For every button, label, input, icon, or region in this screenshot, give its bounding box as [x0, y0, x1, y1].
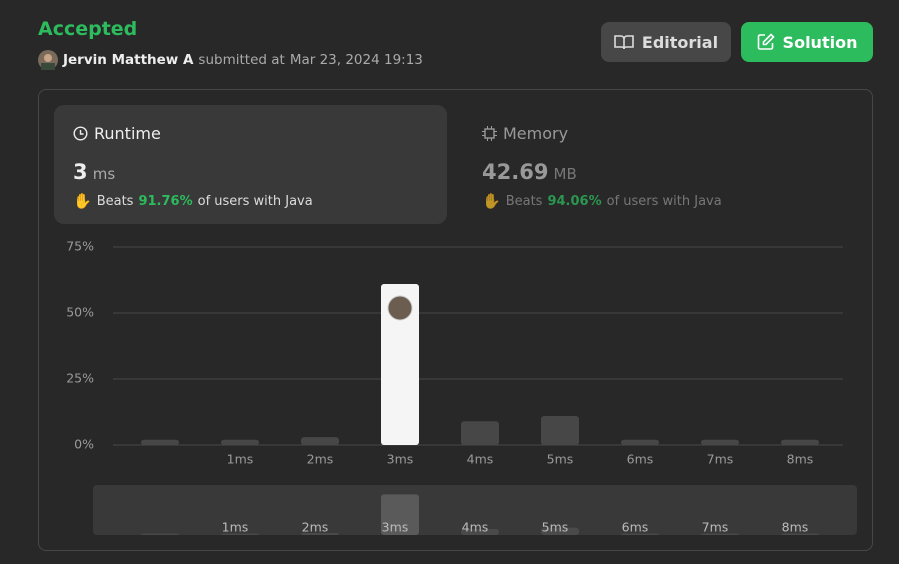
clap-icon: ✋	[73, 192, 92, 210]
edit-icon	[757, 33, 775, 50]
bar	[781, 439, 819, 445]
overview-bar	[221, 533, 259, 535]
x-tick-label: 1ms	[227, 452, 254, 467]
overview-tick-label: 8ms	[782, 520, 809, 535]
overview-bar	[461, 529, 499, 535]
x-tick-label: 6ms	[627, 452, 654, 467]
overview-tick-label: 4ms	[462, 520, 489, 535]
x-tick-label: 2ms	[307, 452, 334, 467]
runtime-value: 3	[73, 160, 88, 184]
runtime-value-row: 3 ms	[73, 160, 115, 184]
solution-label: Solution	[782, 32, 858, 52]
x-tick-label: 8ms	[787, 452, 814, 467]
runtime-unit: ms	[92, 165, 116, 183]
overview-bar	[781, 533, 819, 535]
x-tick-label: 5ms	[547, 452, 574, 467]
clock-icon	[73, 126, 88, 141]
chip-icon	[482, 126, 497, 141]
y-tick-label: 50%	[66, 305, 94, 320]
x-tick-label: 7ms	[707, 452, 734, 467]
submitted-text: submitted at	[198, 52, 285, 68]
overview-tick-label: 1ms	[222, 520, 249, 535]
overview-track	[93, 485, 857, 535]
clap-icon: ✋	[482, 192, 501, 210]
y-tick-label: 25%	[66, 371, 94, 386]
y-tick-label: 75%	[66, 239, 94, 254]
avatar	[38, 50, 58, 70]
bar	[381, 283, 419, 445]
runtime-beats: ✋ Beats 91.76% of users with Java	[73, 192, 313, 210]
overview-bar	[701, 533, 739, 535]
overview-tick-label: 2ms	[302, 520, 329, 535]
editorial-button[interactable]: Editorial	[601, 22, 731, 62]
beats-suffix: of users with Java	[197, 193, 313, 209]
bar	[461, 421, 499, 445]
book-icon	[614, 35, 634, 50]
bar	[621, 439, 659, 445]
runtime-title: Runtime	[73, 124, 161, 143]
memory-title[interactable]: Memory	[482, 124, 568, 143]
runtime-card[interactable]	[54, 105, 447, 224]
overview-bar	[381, 494, 419, 535]
overview-tick-label: 5ms	[542, 520, 569, 535]
overview-bar	[541, 527, 579, 535]
bar	[221, 439, 259, 445]
bar	[541, 415, 579, 445]
x-tick-label: 3ms	[387, 452, 414, 467]
solution-button[interactable]: Solution	[741, 22, 873, 62]
bar	[301, 437, 339, 445]
memory-label: Memory	[503, 124, 569, 143]
overview-bar	[301, 533, 339, 535]
date: Mar 23, 2024 19:13	[289, 52, 423, 68]
bar	[141, 439, 179, 445]
overview-bar	[141, 533, 179, 535]
overview-bar	[621, 533, 659, 535]
result-panel	[38, 89, 873, 551]
beats-percent: 91.76%	[138, 193, 193, 209]
x-tick-label: 4ms	[467, 452, 494, 467]
runtime-label: Runtime	[94, 124, 161, 143]
beats-label: Beats	[96, 193, 134, 209]
submission-info: Jervin Matthew A submitted at Mar 23, 20…	[38, 50, 423, 70]
user-avatar	[387, 295, 413, 321]
user-name[interactable]: Jervin Matthew A	[63, 52, 194, 68]
beats-percent: 94.06%	[547, 193, 602, 209]
status: Accepted	[38, 18, 138, 40]
memory-beats: ✋ Beats 94.06% of users with Java	[482, 192, 722, 210]
overview-tick-label: 6ms	[622, 520, 649, 535]
beats-label: Beats	[505, 193, 543, 209]
memory-value-row: 42.69 MB	[482, 160, 577, 184]
beats-suffix: of users with Java	[606, 193, 722, 209]
overview-tick-label: 7ms	[702, 520, 729, 535]
memory-value: 42.69	[482, 160, 549, 184]
bar	[701, 439, 739, 445]
y-tick-label: 0%	[74, 437, 94, 452]
editorial-label: Editorial	[641, 32, 719, 52]
memory-unit: MB	[553, 165, 577, 183]
overview-tick-label: 3ms	[382, 520, 409, 535]
